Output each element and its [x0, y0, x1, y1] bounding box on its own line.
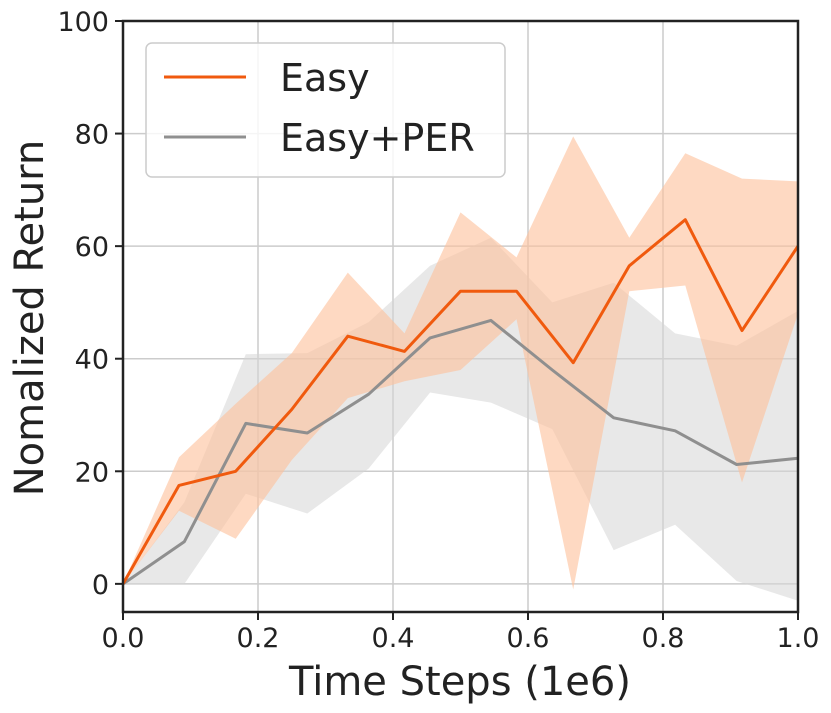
x-tick-label: 0.2 [237, 623, 280, 654]
tick-labels: 0.0 0.2 0.4 0.6 0.8 1.0 0 20 40 60 80 100 [57, 7, 819, 654]
y-tick-label: 80 [75, 120, 109, 151]
y-tick-label: 100 [57, 7, 109, 38]
band-easy-per [123, 237, 798, 601]
legend-label-easy: Easy [280, 56, 370, 100]
x-tick-label: 0.8 [642, 623, 685, 654]
series-lines [121, 218, 800, 586]
x-tick-label: 1.0 [777, 623, 820, 654]
y-tick-label: 20 [75, 457, 109, 488]
plot-frame [121, 19, 800, 614]
x-tick-label: 0.6 [507, 623, 550, 654]
line-easy-per [122, 318, 799, 586]
legend: Easy Easy+PER [145, 42, 506, 178]
y-tick-label: 0 [92, 570, 109, 601]
axis-ticks [115, 20, 799, 620]
x-tick-label: 0.4 [372, 623, 415, 654]
legend-label-easy-per: Easy+PER [280, 116, 475, 160]
x-tick-label: 0.0 [102, 623, 145, 654]
band-easy [123, 136, 798, 590]
line-easy [121, 218, 800, 585]
y-tick-label: 60 [75, 232, 109, 263]
y-tick-label: 40 [75, 345, 109, 376]
y-axis-title: Nomalized Return [7, 140, 53, 497]
confidence-bands [123, 136, 798, 601]
x-axis-title: Time Steps (1e6) [288, 659, 631, 705]
